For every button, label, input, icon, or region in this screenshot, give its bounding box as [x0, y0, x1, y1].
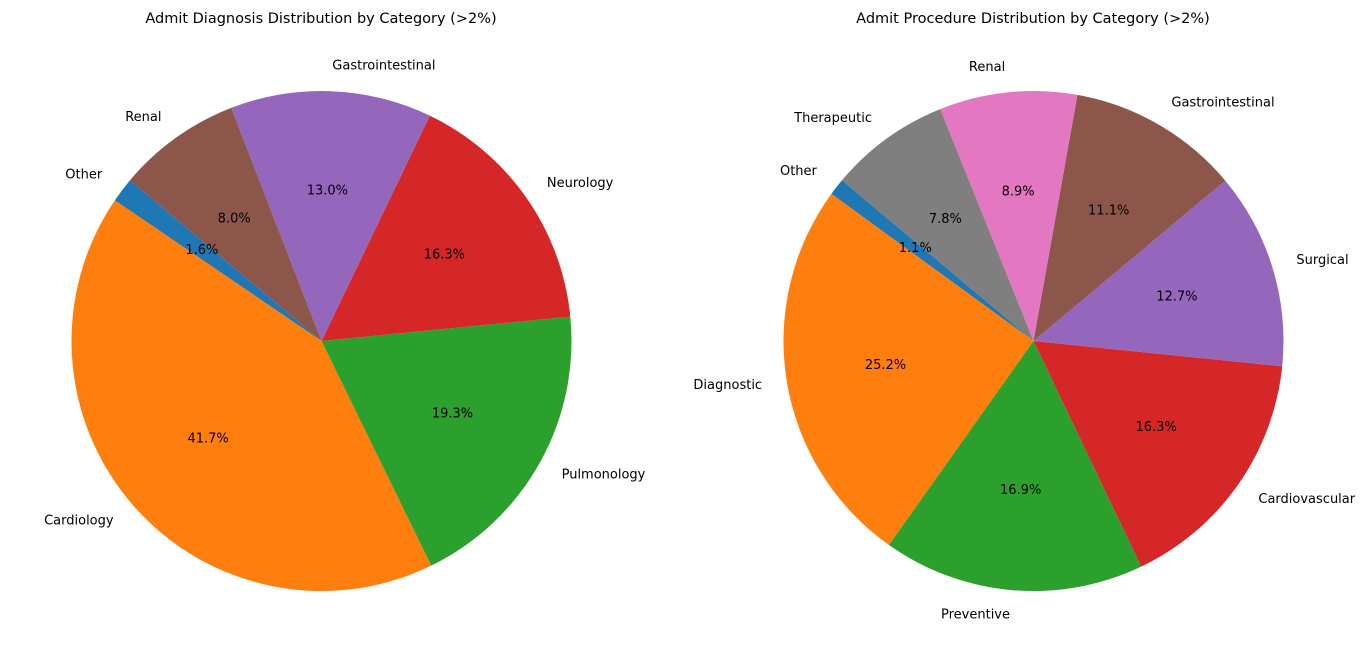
diagnosis-labels: Other 1.6% Cardiology 41.7% Pulmonology 19.3%…	[44, 59, 646, 529]
diagnosis-pct-renal: 8.0%	[218, 212, 251, 227]
diagnosis-pct-cardiology: 41.7%	[187, 432, 228, 447]
procedure-label-surgical: Surgical	[1296, 253, 1348, 268]
procedure-pct-other: 1.1%	[899, 241, 932, 256]
procedure-pie-chart: Admit Procedure Distribution by Category…	[693, 11, 1355, 623]
diagnosis-pct-gastrointestinal: 13.0%	[307, 184, 348, 199]
procedure-slice-preventive	[888, 341, 1142, 592]
diagnosis-slice-other	[114, 180, 322, 341]
procedure-pct-preventive: 16.9%	[1000, 483, 1041, 498]
procedure-slice-surgical	[1033, 180, 1284, 367]
procedure-pct-surgical: 12.7%	[1156, 290, 1197, 305]
procedure-label-diagnostic: Diagnostic	[693, 378, 762, 393]
procedure-slices	[783, 90, 1284, 592]
diagnosis-slice-renal	[129, 107, 322, 342]
diagnosis-label-other: Other	[65, 168, 103, 183]
procedure-label-renal: Renal	[969, 60, 1005, 75]
diagnosis-pct-neurology: 16.3%	[424, 248, 465, 263]
diagnosis-chart-title: Admit Diagnosis Distribution by Category…	[145, 11, 496, 27]
diagnosis-label-cardiology: Cardiology	[44, 514, 114, 529]
procedure-label-gastrointestinal: Gastrointestinal	[1171, 96, 1274, 111]
diagnosis-label-renal: Renal	[125, 110, 161, 125]
procedure-pct-cardiovascular: 16.3%	[1136, 420, 1177, 435]
diagnosis-pct-other: 1.6%	[185, 243, 218, 258]
diagnosis-label-pulmonology: Pulmonology	[562, 468, 646, 483]
procedure-label-therapeutic: Therapeutic	[793, 111, 872, 126]
diagnosis-label-gastrointestinal: Gastrointestinal	[332, 59, 435, 74]
procedure-slice-gastrointestinal	[1033, 94, 1226, 341]
procedure-slice-renal	[940, 90, 1078, 341]
procedure-label-other: Other	[780, 164, 818, 179]
procedure-slice-cardiovascular	[1033, 341, 1283, 567]
diagnosis-slice-neurology	[321, 115, 571, 342]
diagnosis-slice-gastrointestinal	[231, 90, 430, 341]
procedure-label-cardiovascular: Cardiovascular	[1258, 492, 1355, 507]
procedure-slice-therapeutic	[841, 109, 1034, 341]
diagnosis-label-neurology: Neurology	[547, 176, 614, 191]
diagnosis-slice-cardiology	[71, 200, 432, 591]
procedure-pct-gastrointestinal: 11.1%	[1088, 204, 1129, 219]
procedure-pct-renal: 8.9%	[1002, 184, 1035, 199]
diagnosis-pct-pulmonology: 19.3%	[432, 407, 473, 422]
procedure-pct-diagnostic: 25.2%	[865, 358, 906, 373]
procedure-label-preventive: Preventive	[941, 608, 1010, 623]
procedure-slice-other	[831, 180, 1034, 341]
procedure-chart-title: Admit Procedure Distribution by Category…	[856, 11, 1210, 27]
procedure-pct-therapeutic: 7.8%	[929, 212, 962, 227]
procedure-slice-diagnostic	[783, 193, 1034, 545]
diagnosis-slice-pulmonology	[321, 316, 572, 566]
diagnosis-slices	[71, 90, 572, 591]
diagnosis-pie-chart: Admit Diagnosis Distribution by Category…	[44, 11, 646, 591]
procedure-labels: Other 1.1% Diagnostic 25.2% Preventive 16.9% C…	[693, 60, 1355, 623]
